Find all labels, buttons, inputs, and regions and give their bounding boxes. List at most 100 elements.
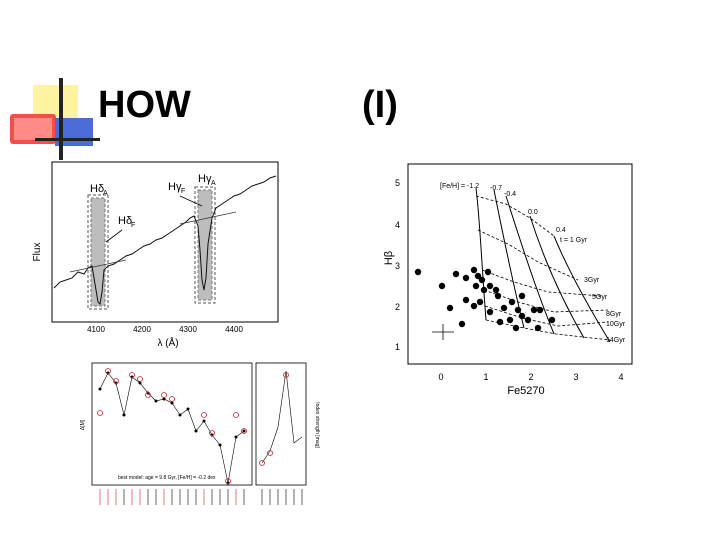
grid-xtick: 0	[438, 372, 443, 382]
residual-red-marker	[267, 450, 273, 456]
grid-metal-label: -0.4	[504, 191, 516, 198]
residual-red-marker	[225, 478, 231, 484]
grid-xtick: 1	[483, 372, 488, 382]
residual-red-markers	[97, 368, 247, 484]
label-hgamma-a: Hγ	[198, 173, 212, 185]
grid-ytick: 4	[395, 220, 400, 230]
data-point	[476, 298, 484, 306]
residual-point	[242, 429, 246, 433]
residual-point	[122, 413, 126, 417]
data-point	[438, 282, 446, 290]
metallicity-track	[475, 187, 487, 321]
decor-red-square-inner	[14, 118, 52, 140]
residual-red-marker	[259, 460, 265, 466]
label-hgamma-f-sub: F	[181, 188, 185, 195]
data-point	[496, 318, 504, 326]
residual-point	[202, 419, 206, 423]
grid-ytick: 1	[395, 342, 400, 352]
age-track	[477, 229, 579, 281]
spectrum-xtick: 4100	[87, 325, 105, 334]
grid-metal-label: 0.0	[528, 209, 538, 216]
residual-point	[186, 407, 190, 411]
grid-age-label: 10Gyr	[606, 321, 626, 328]
residual-point	[138, 381, 142, 385]
hgamma-box	[194, 186, 216, 304]
data-point	[462, 274, 470, 282]
data-point	[486, 282, 494, 290]
metallicity-track	[529, 215, 585, 339]
data-point	[480, 286, 488, 294]
data-point	[524, 316, 532, 324]
residual-point	[218, 443, 222, 447]
label-hgamma-f: Hγ	[168, 181, 182, 193]
residual-point	[154, 399, 158, 403]
residual-red-marker	[241, 428, 247, 434]
data-point	[472, 282, 480, 290]
slide-title-left: HOW	[98, 84, 191, 126]
grid-xtick: 2	[528, 372, 533, 382]
hgamma-continuum	[179, 211, 237, 225]
residual-figure: Δ[M] Index strength [mag] best model: ag…	[80, 362, 320, 505]
data-point	[414, 268, 422, 276]
spectrum-frame	[51, 161, 279, 323]
data-point	[470, 302, 478, 310]
hgamma-f-arrow	[179, 195, 203, 207]
data-point	[462, 296, 470, 304]
hdelta-band	[90, 197, 106, 307]
residual-line-left	[99, 372, 245, 484]
data-point	[486, 308, 494, 316]
grid-ytick: 2	[395, 302, 400, 312]
residual-ylabel-right: Index strength [mag]	[314, 402, 320, 448]
age-track	[475, 195, 555, 237]
spectrum-ylabel: Flux	[32, 243, 43, 262]
decor-vertical-bar	[59, 78, 63, 160]
residual-point	[178, 413, 182, 417]
residual-point	[162, 397, 166, 401]
residual-red-marker	[169, 396, 175, 402]
residual-red-marker	[209, 430, 215, 436]
grid-metal-label: -0.7	[490, 185, 502, 192]
data-point	[484, 268, 492, 276]
residual-point	[170, 401, 174, 405]
data-point	[548, 316, 556, 324]
grid-feh-label: [Fe/H] = -1.2	[440, 183, 479, 190]
data-point	[452, 270, 460, 278]
grid-frame	[407, 163, 633, 365]
residual-xtick-marks	[99, 489, 237, 505]
grid-age-label: 5Gyr	[592, 294, 608, 301]
residual-red-marker	[201, 412, 207, 418]
data-point	[518, 292, 526, 300]
age-track	[484, 305, 609, 327]
metallicity-track	[553, 235, 611, 343]
grid-points	[414, 266, 556, 332]
data-point	[518, 312, 526, 320]
residual-xtick-marks-black	[123, 489, 303, 505]
grid-xtick: 4	[618, 372, 623, 382]
data-point	[492, 286, 500, 294]
label-hdelta-a-sub: A	[103, 190, 108, 197]
hdelta-f-arrow	[105, 229, 123, 243]
spectrum-xtick: 4400	[225, 325, 243, 334]
residual-point	[234, 435, 238, 439]
residual-red-marker	[145, 392, 151, 398]
residual-ylabel-left: Δ[M]	[80, 419, 86, 430]
spectrum-figure: Hδ A Hγ F Hγ A Hδ F Flux 4100 4200 4300 …	[32, 161, 279, 349]
spectrum-xlabel: λ (Å)	[157, 336, 178, 349]
residual-red-marker	[113, 378, 119, 384]
data-point	[470, 266, 478, 274]
residual-point	[194, 429, 198, 433]
data-point	[478, 276, 486, 284]
grid-metal-label: 0.4	[556, 227, 566, 234]
label-hdelta-f-sub: F	[131, 222, 135, 229]
residual-line-right	[261, 370, 303, 464]
residual-red-marker	[161, 392, 167, 398]
spectrum-xtick: 4200	[133, 325, 151, 334]
hdelta-box	[87, 194, 109, 310]
label-hgamma-a-sub: A	[211, 180, 216, 187]
data-point	[512, 324, 520, 332]
slide-title-right: (I)	[362, 84, 398, 126]
decor-horizontal-bar	[35, 138, 100, 141]
data-point	[514, 306, 522, 314]
data-point	[458, 320, 466, 328]
data-point	[530, 306, 538, 314]
